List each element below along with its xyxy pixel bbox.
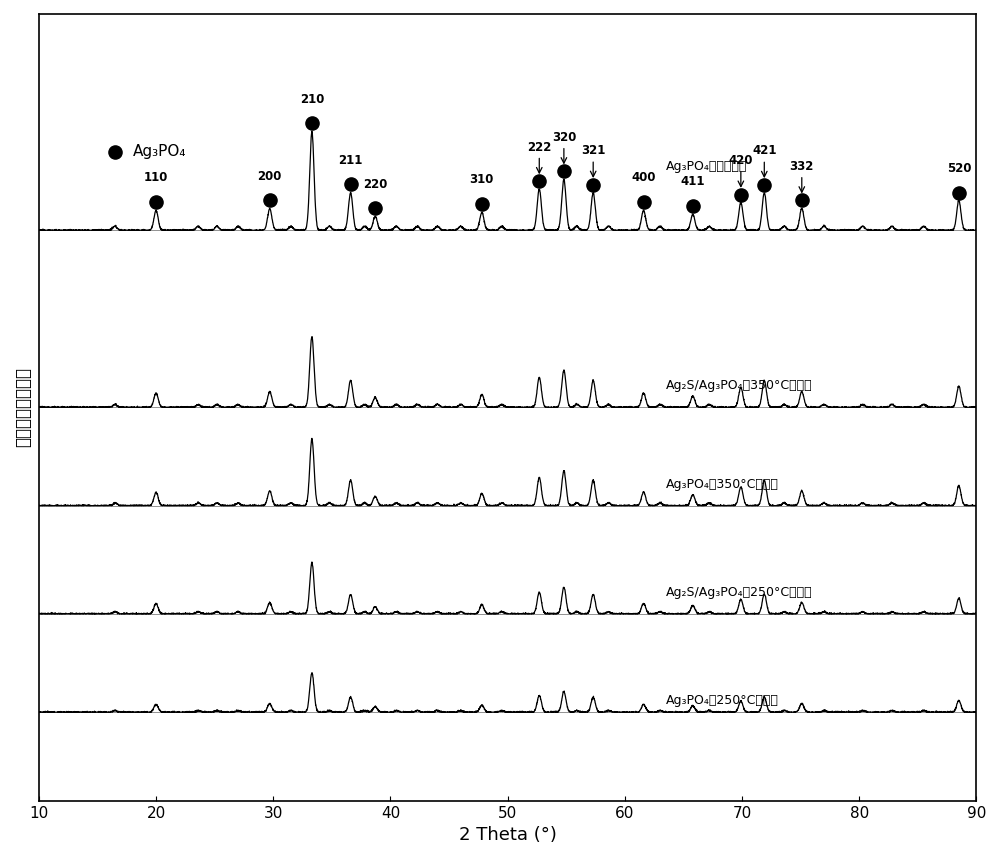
Text: 520: 520	[947, 162, 971, 175]
Text: 332: 332	[790, 160, 814, 172]
Point	[107, 145, 123, 159]
Point	[304, 117, 320, 130]
Text: 110: 110	[144, 172, 168, 184]
Point	[343, 178, 359, 191]
X-axis label: 2 Theta (°): 2 Theta (°)	[459, 826, 557, 844]
Point	[148, 196, 164, 209]
Text: Ag₃PO₄（未煽烧）: Ag₃PO₄（未煽烧）	[666, 160, 747, 172]
Text: Ag₂S/Ag₃PO₄（350°C煽烧）: Ag₂S/Ag₃PO₄（350°C煽烧）	[666, 379, 812, 392]
Text: 320: 320	[552, 130, 576, 144]
Text: 420: 420	[729, 154, 753, 167]
Point	[951, 185, 967, 199]
Text: 222: 222	[527, 141, 551, 154]
Text: 400: 400	[631, 172, 656, 184]
Text: 220: 220	[363, 178, 387, 190]
Text: Ag₃PO₄（350°C煽烧）: Ag₃PO₄（350°C煽烧）	[666, 478, 779, 491]
Point	[685, 199, 701, 213]
Text: 411: 411	[681, 175, 705, 189]
Y-axis label: 强度（任意单位）: 强度（任意单位）	[14, 367, 32, 447]
Text: Ag₃PO₄: Ag₃PO₄	[133, 144, 186, 159]
Text: 421: 421	[752, 144, 777, 157]
Point	[636, 196, 652, 209]
Point	[585, 178, 601, 191]
Point	[756, 178, 772, 192]
Text: 200: 200	[258, 170, 282, 183]
Text: 210: 210	[300, 93, 324, 106]
Text: 321: 321	[581, 144, 605, 157]
Point	[367, 202, 383, 215]
Text: 211: 211	[338, 154, 363, 166]
Point	[262, 193, 278, 207]
Text: Ag₂S/Ag₃PO₄（250°C煽烧）: Ag₂S/Ag₃PO₄（250°C煽烧）	[666, 586, 812, 599]
Text: 310: 310	[470, 173, 494, 186]
Point	[794, 194, 810, 208]
Point	[531, 174, 547, 188]
Point	[733, 188, 749, 202]
Point	[474, 197, 490, 211]
Text: Ag₃PO₄（250°C煽烧）: Ag₃PO₄（250°C煽烧）	[666, 694, 779, 707]
Point	[556, 165, 572, 178]
